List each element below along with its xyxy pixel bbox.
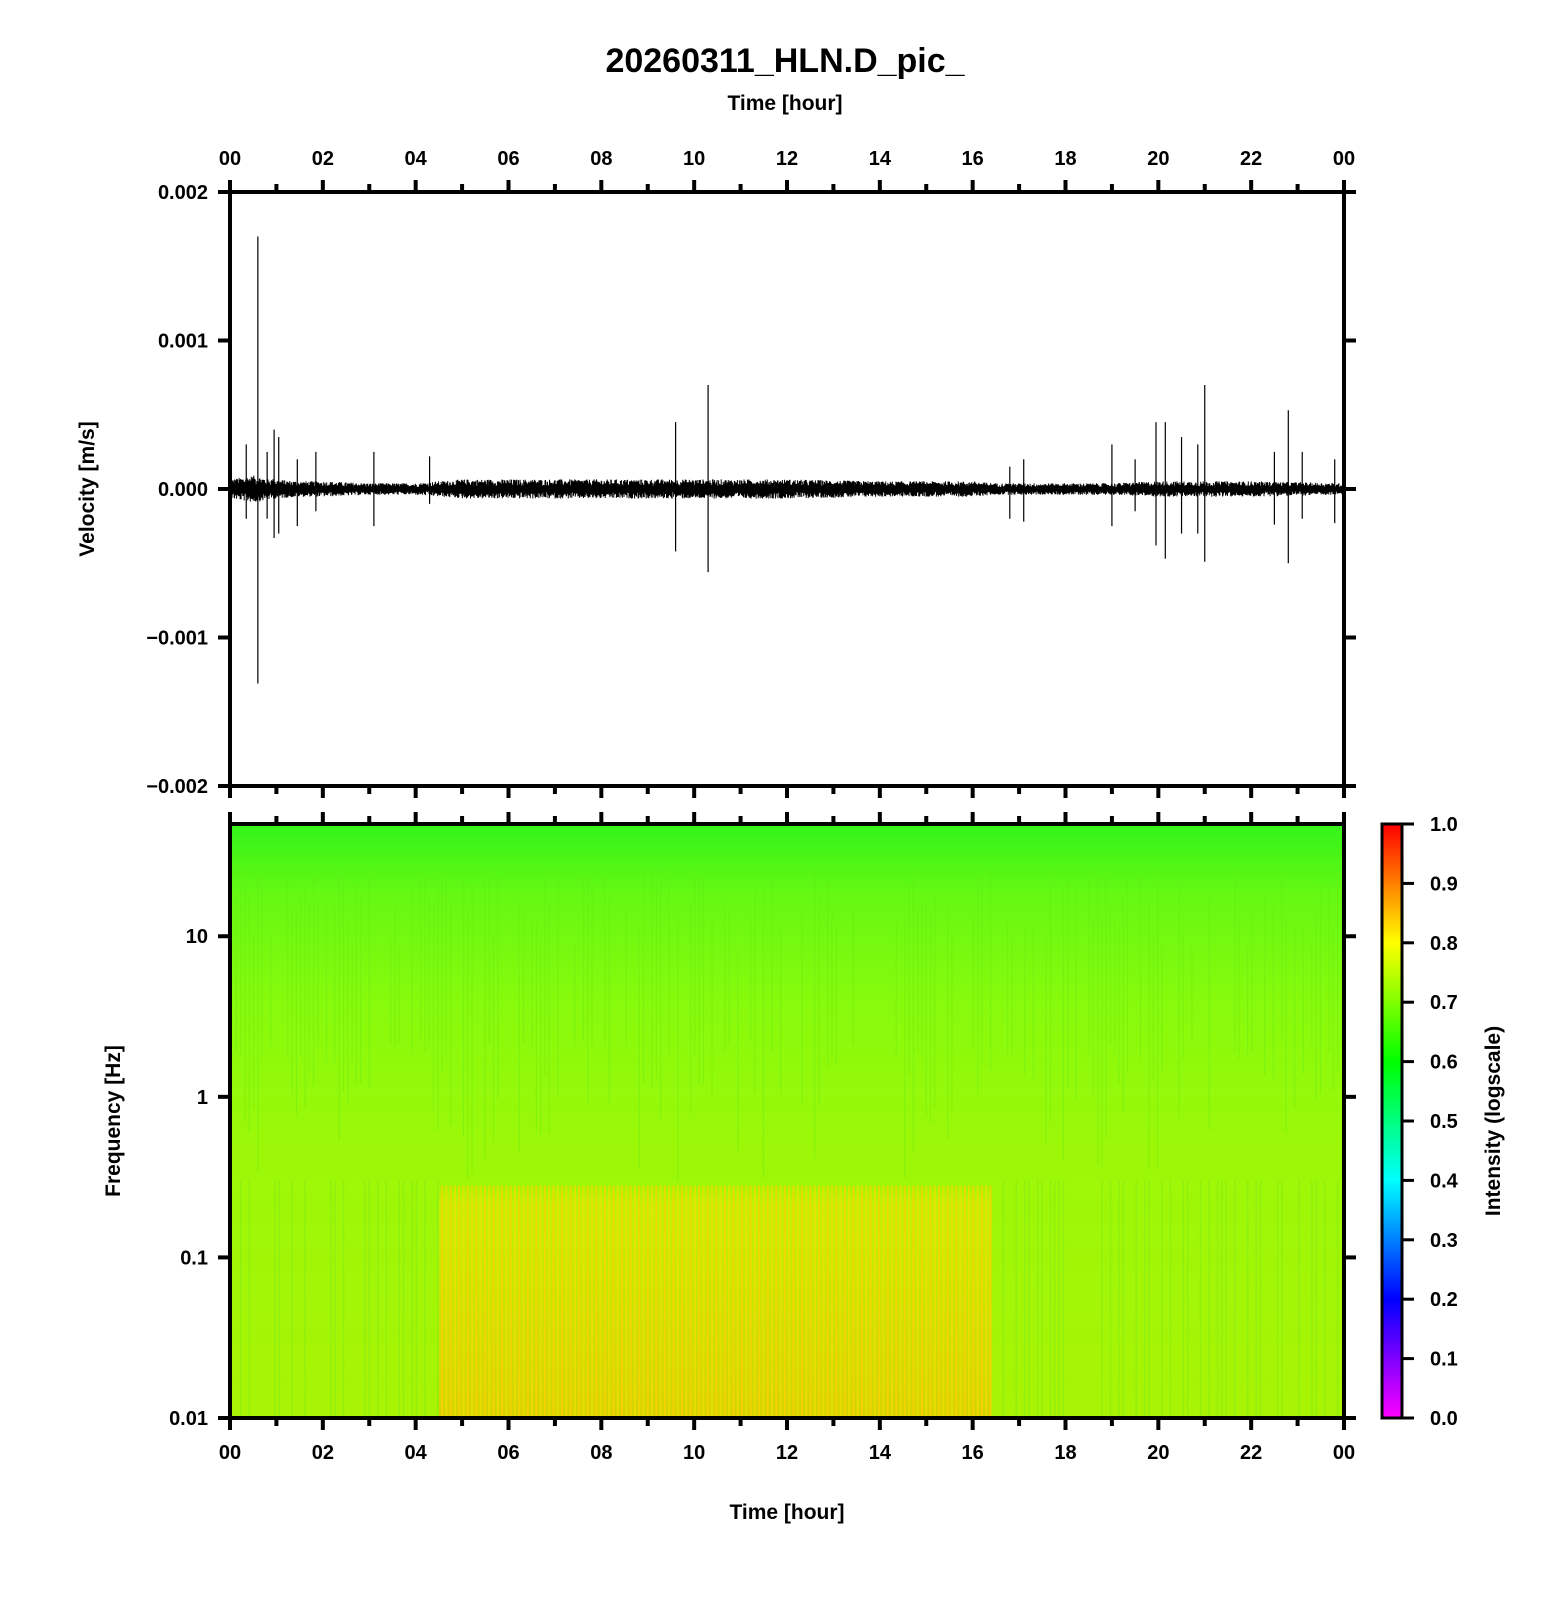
colorbar-tick-label: 0.4 (1430, 1170, 1459, 1192)
spectrogram-y-ticks: 10 1 0.1 0.01 (169, 926, 1356, 1430)
x-tick-label: 02 (312, 148, 334, 170)
x-tick-label: 22 (1240, 148, 1262, 170)
freq-tick-label: 10 (186, 926, 208, 948)
spectrogram-y-axis-label: Frequency [Hz] (102, 1045, 125, 1197)
colorbar-gradient (1380, 822, 1404, 1420)
colorbar-ticks: 1.0 0.9 0.8 0.7 0.6 0.5 0.4 0.3 0.2 0.1 0.0 (1402, 814, 1459, 1430)
x-tick-label: 00 (219, 148, 241, 170)
colorbar-tick-label: 0.7 (1430, 992, 1458, 1014)
x-tick-label: 04 (405, 148, 428, 170)
active-window-band (438, 1185, 992, 1418)
y-tick-label: 0.000 (158, 479, 208, 501)
x-tick-label: 00 (1333, 1442, 1355, 1464)
x-tick-label: 18 (1054, 148, 1076, 170)
x-tick-label: 10 (683, 148, 705, 170)
colorbar-label: Intensity (logscale) (1482, 1026, 1505, 1216)
x-tick-label: 20 (1147, 1442, 1169, 1464)
waveform-panel: 00 02 04 06 08 10 12 14 16 18 20 22 00 0.0020.0010.0… (76, 148, 1356, 798)
y-tick-label: −0.002 (146, 776, 208, 798)
x-tick-label: 16 (962, 1442, 984, 1464)
freq-tick-label: 0.1 (180, 1247, 208, 1269)
bottom-x-axis-label: Time [hour] (729, 1501, 844, 1524)
colorbar-tick-label: 0.1 (1430, 1349, 1458, 1371)
x-tick-label: 22 (1240, 1442, 1262, 1464)
x-tick-label: 04 (405, 1442, 428, 1464)
waveform-trace (229, 236, 1345, 684)
x-tick-label: 00 (219, 1442, 241, 1464)
colorbar-tick-label: 0.3 (1430, 1230, 1458, 1252)
y-tick-label: −0.001 (146, 628, 208, 650)
freq-tick-label: 0.01 (169, 1408, 208, 1430)
x-tick-label: 20 (1147, 148, 1169, 170)
spectrogram-stripes (235, 864, 1343, 1418)
colorbar-tick-label: 0.5 (1430, 1111, 1458, 1133)
waveform-y-ticks: 0.002 0.001 0.000 −0.001 −0.002 (146, 182, 1356, 798)
x-tick-label: 18 (1054, 1442, 1076, 1464)
y-tick-label: 0.001 (158, 331, 208, 353)
chart-title: 20260311_HLN.D_pic_ (605, 42, 965, 80)
top-x-axis-label: Time [hour] (727, 92, 842, 115)
colorbar-tick-label: 0.6 (1430, 1052, 1458, 1074)
freq-tick-label: 1 (197, 1087, 208, 1109)
spectrogram-x-ticks: 00 02 04 06 08 10 12 14 16 18 20 22 00 (219, 812, 1355, 1464)
y-tick-label: 0.002 (158, 182, 208, 204)
x-tick-label: 12 (776, 148, 798, 170)
colorbar-tick-label: 0.0 (1430, 1408, 1458, 1430)
colorbar-tick-label: 0.2 (1430, 1289, 1458, 1311)
colorbar-tick-label: 1.0 (1430, 814, 1458, 836)
waveform-y-axis-label: Velocity [m/s] (76, 421, 99, 556)
x-tick-label: 14 (869, 1442, 892, 1464)
x-tick-label: 10 (683, 1442, 705, 1464)
x-tick-label: 08 (590, 148, 612, 170)
x-tick-label: 08 (590, 1442, 612, 1464)
colorbar-tick-label: 0.9 (1430, 873, 1458, 895)
spectrogram-panel: 00 02 04 06 08 10 12 14 16 18 20 22 00 10 1 0.1 0.01 Fr… (102, 812, 1356, 1524)
x-tick-label: 16 (962, 148, 984, 170)
colorbar-tick-label: 0.8 (1430, 933, 1458, 955)
waveform-x-ticks: 00 02 04 06 08 10 12 14 16 18 20 22 00 (219, 148, 1355, 798)
x-tick-label: 02 (312, 1442, 334, 1464)
x-tick-label: 06 (497, 148, 519, 170)
x-tick-label: 14 (869, 148, 892, 170)
x-tick-label: 12 (776, 1442, 798, 1464)
colorbar: 1.0 0.9 0.8 0.7 0.6 0.5 0.4 0.3 0.2 0.1 0.0 Intens… (1380, 814, 1505, 1430)
x-tick-label: 06 (497, 1442, 519, 1464)
x-tick-label: 00 (1333, 148, 1355, 170)
